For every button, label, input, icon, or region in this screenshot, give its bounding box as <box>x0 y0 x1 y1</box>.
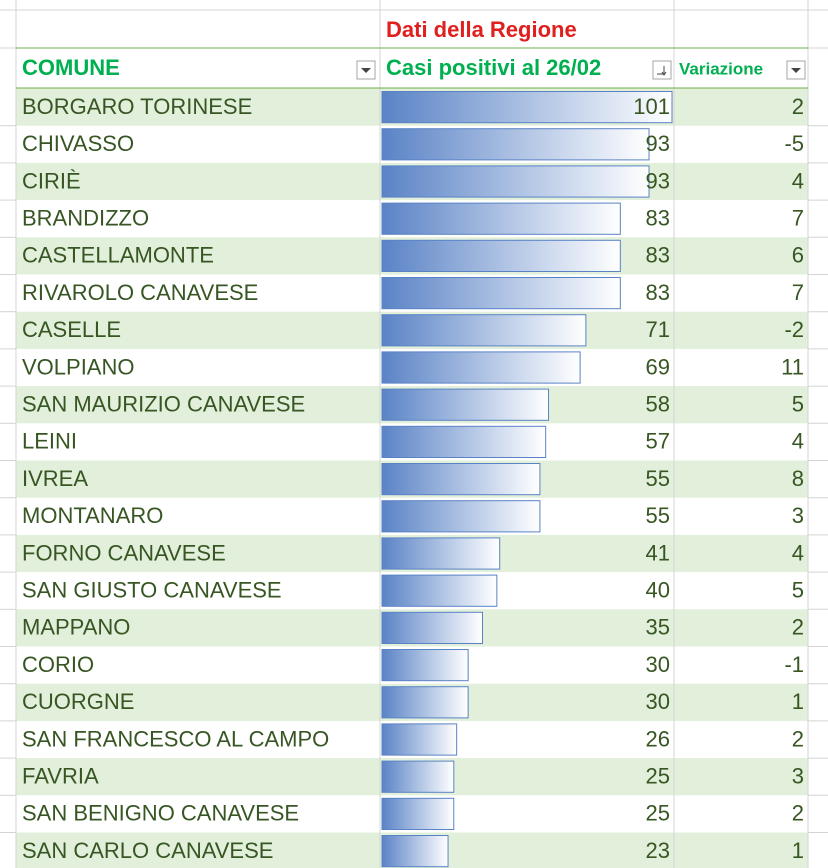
casi-positivi: 57 <box>646 429 670 454</box>
casi-positivi: 55 <box>646 503 670 528</box>
data-bar <box>381 351 581 384</box>
column-header: Variazione <box>679 59 763 78</box>
comune: CHIVASSO <box>22 131 134 156</box>
comune: MAPPANO <box>22 615 130 640</box>
variazione: 1 <box>792 838 804 863</box>
variazione: 11 <box>781 354 804 379</box>
comune: BORGARO TORINESE <box>22 94 252 119</box>
comune: SAN GIUSTO CANAVESE <box>22 578 282 603</box>
variazione: 7 <box>792 280 804 305</box>
filter-button[interactable] <box>356 60 376 80</box>
comune: MONTANARO <box>22 503 163 528</box>
data-bar <box>381 425 547 458</box>
filter-button[interactable] <box>786 60 806 80</box>
comune: CORIO <box>22 652 94 677</box>
data-bar <box>381 723 458 756</box>
casi-positivi: 23 <box>646 838 670 863</box>
comune: CUORGNE <box>22 689 134 714</box>
casi-positivi: 25 <box>646 801 670 826</box>
casi-positivi: 35 <box>646 615 670 640</box>
variazione: 1 <box>792 689 804 714</box>
variazione: -1 <box>784 652 804 677</box>
data-bar <box>381 500 541 533</box>
comune: IVREA <box>22 466 88 491</box>
data-bar <box>381 202 621 235</box>
comune: FAVRIA <box>22 764 99 789</box>
casi-positivi: 93 <box>646 131 670 156</box>
data-bar <box>381 760 455 793</box>
casi-positivi: 41 <box>646 540 670 565</box>
variazione: -5 <box>784 131 804 156</box>
casi-positivi: 83 <box>646 243 670 268</box>
comune: SAN CARLO CANAVESE <box>22 838 273 863</box>
comune: FORNO CANAVESE <box>22 540 226 565</box>
data-bar <box>381 463 541 496</box>
data-bar <box>381 165 650 198</box>
sort-filter-button[interactable] <box>652 60 672 80</box>
data-bar <box>381 649 469 682</box>
casi-positivi: 30 <box>646 689 670 714</box>
casi-positivi: 26 <box>646 726 670 751</box>
variazione: 2 <box>792 94 804 119</box>
comune: RIVAROLO CANAVESE <box>22 280 258 305</box>
comune: VOLPIANO <box>22 354 134 379</box>
variazione: 4 <box>792 168 804 193</box>
variazione: 6 <box>792 243 804 268</box>
comune: CIRIÈ <box>22 168 81 193</box>
data-bar <box>381 537 501 570</box>
data-bar <box>381 611 483 644</box>
comune: BRANDIZZO <box>22 206 149 231</box>
variazione: 3 <box>792 503 804 528</box>
variazione: 5 <box>792 392 804 417</box>
variazione: 2 <box>792 615 804 640</box>
column-header: COMUNE <box>22 55 120 80</box>
casi-positivi: 83 <box>646 280 670 305</box>
data-bar <box>381 388 550 421</box>
variazione: 4 <box>792 429 804 454</box>
casi-positivi: 101 <box>633 94 670 119</box>
casi-positivi: 93 <box>646 168 670 193</box>
casi-positivi: 25 <box>646 764 670 789</box>
region-title: Dati della Regione <box>386 17 577 42</box>
data-bar <box>381 277 621 310</box>
data-bar <box>381 835 449 868</box>
variazione: 2 <box>792 801 804 826</box>
casi-positivi: 69 <box>646 354 670 379</box>
data-bar <box>381 574 498 607</box>
casi-positivi: 83 <box>646 206 670 231</box>
variazione: 5 <box>792 578 804 603</box>
comune: SAN FRANCESCO AL CAMPO <box>22 726 329 751</box>
data-bar <box>381 314 587 347</box>
casi-positivi: 71 <box>646 317 670 342</box>
comune: CASELLE <box>22 317 121 342</box>
data-bar <box>381 91 673 124</box>
variazione: -2 <box>784 317 804 342</box>
casi-positivi: 55 <box>646 466 670 491</box>
data-bar <box>381 128 650 161</box>
data-bar <box>381 686 469 719</box>
data-bar <box>381 239 621 273</box>
comune: SAN BENIGNO CANAVESE <box>22 801 299 826</box>
comune: CASTELLAMONTE <box>22 243 214 268</box>
variazione: 2 <box>792 726 804 751</box>
variazione: 3 <box>792 764 804 789</box>
variazione: 7 <box>792 206 804 231</box>
variazione: 8 <box>792 466 804 491</box>
comune: SAN MAURIZIO CANAVESE <box>22 392 305 417</box>
variazione: 4 <box>792 540 804 565</box>
casi-positivi: 58 <box>646 392 670 417</box>
casi-positivi: 30 <box>646 652 670 677</box>
data-bar <box>381 797 455 830</box>
casi-positivi: 40 <box>646 578 670 603</box>
column-header: Casi positivi al 26/02 <box>386 55 601 80</box>
comune: LEINI <box>22 429 77 454</box>
